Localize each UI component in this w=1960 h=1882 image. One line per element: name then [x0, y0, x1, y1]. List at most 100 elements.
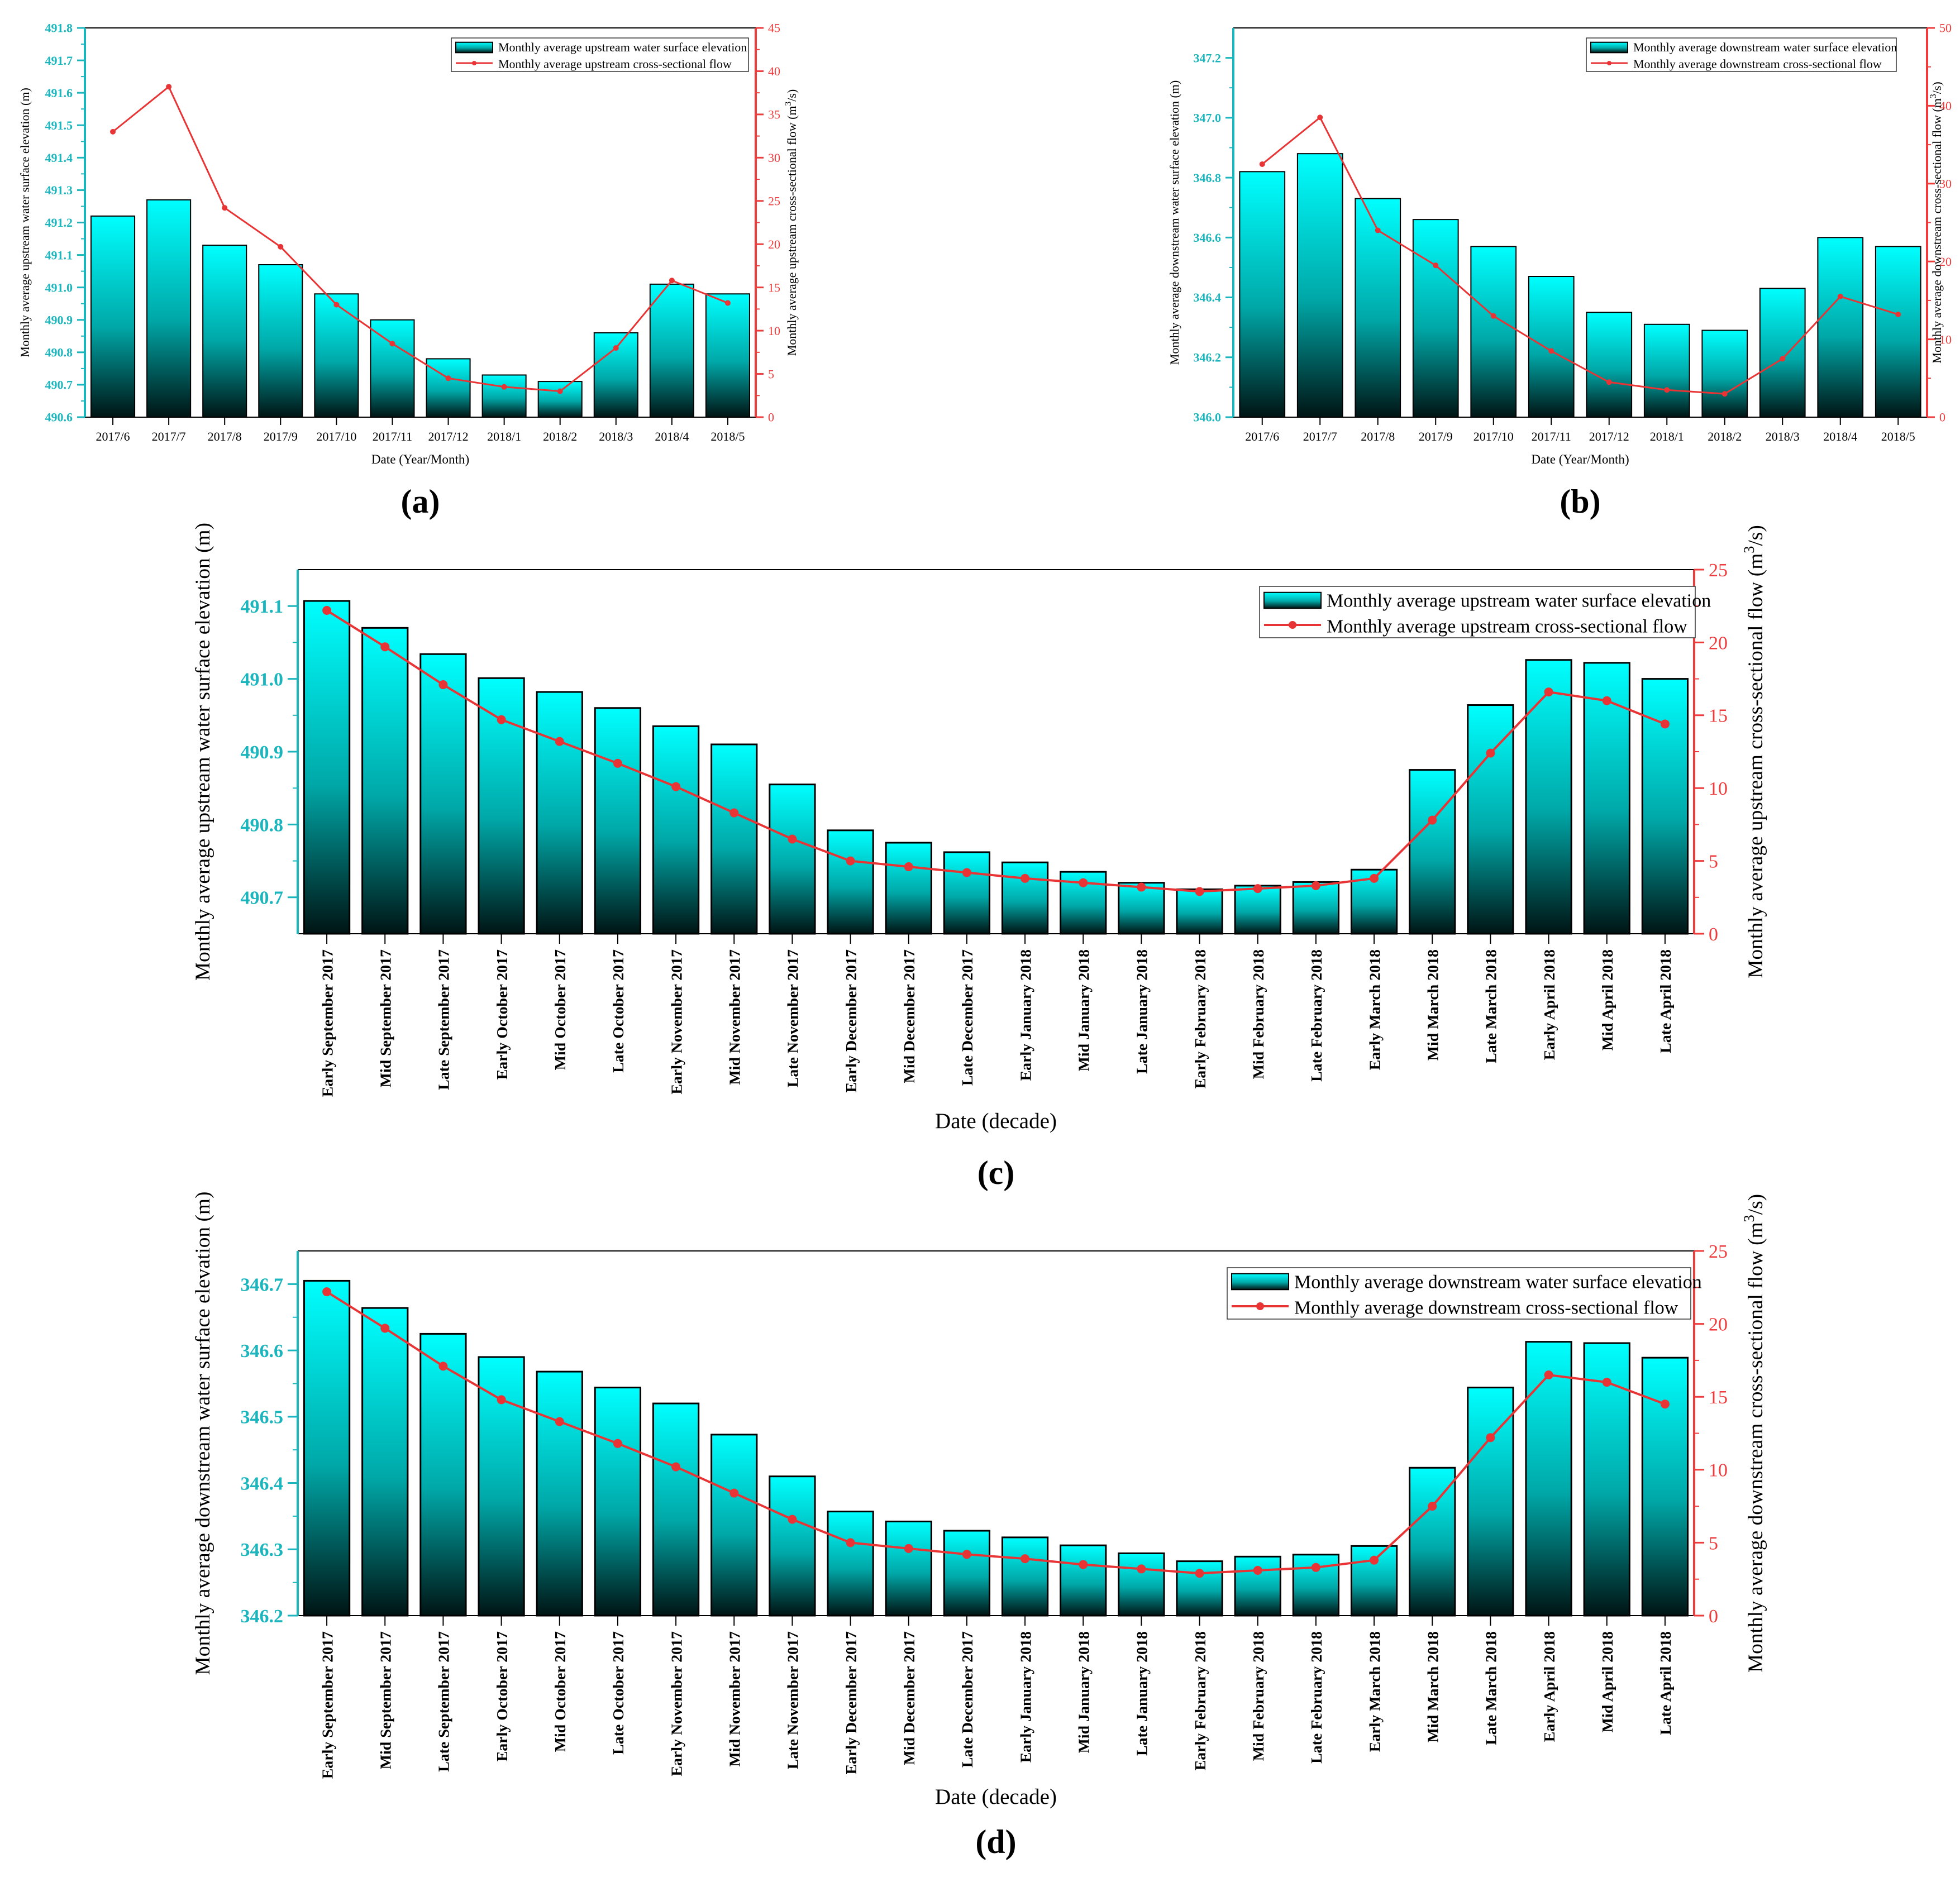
- legend-line-marker: [472, 61, 476, 65]
- legend-line-marker: [1607, 61, 1611, 65]
- bar: [1296, 153, 1343, 418]
- y-tick-label: 490.9: [241, 742, 284, 763]
- x-tick-label: 2018/4: [1823, 429, 1857, 443]
- x-tick-label: 2017/12: [1589, 429, 1629, 443]
- y2-tick-label: 10: [1709, 778, 1728, 799]
- chart-panel-c: 490.7 490.8 490.9 491.0 491.1 0 5 10 15 20 25 Early…: [192, 523, 1767, 1191]
- x-tick-label: Late September 2017: [436, 949, 453, 1090]
- y2-tick-label: 30: [1939, 177, 1952, 191]
- y-tick-label: 346.4: [1194, 290, 1222, 304]
- legend-line-label: Monthly average downstream cross-section…: [1294, 1298, 1678, 1319]
- y-tick-label: 490.6: [45, 410, 73, 424]
- bar: [370, 319, 415, 418]
- y-tick-label: 346.6: [1194, 231, 1222, 245]
- y-tick-label: 491.0: [45, 280, 73, 294]
- bar: [419, 1332, 467, 1617]
- x-tick-label: 2017/9: [264, 429, 298, 443]
- x-tick-label: Mid September 2017: [377, 949, 394, 1087]
- y-tick-label: 346.7: [241, 1274, 284, 1295]
- x-tick-label: 2017/8: [208, 429, 242, 443]
- x-tick-label: Late April 2018: [1657, 1631, 1675, 1735]
- flow-point: [729, 808, 739, 818]
- flow-point: [729, 1488, 739, 1498]
- flow-point: [1660, 1399, 1670, 1409]
- y-tick-label: 346.6: [241, 1341, 284, 1362]
- bar: [426, 358, 471, 418]
- x-tick-label: 2017/7: [152, 429, 186, 443]
- y-axis-label: Monthly average downstream water surface…: [192, 1192, 214, 1675]
- bar: [303, 600, 351, 935]
- x-tick-label: Early January 2018: [1017, 949, 1034, 1081]
- bar: [419, 653, 467, 935]
- flow-point: [1137, 1564, 1146, 1574]
- y-tick-label: 491.1: [241, 596, 284, 617]
- x-tick-label: Early April 2018: [1541, 1631, 1558, 1742]
- flow-point: [557, 388, 563, 394]
- bar: [943, 1530, 991, 1617]
- bar: [536, 1370, 583, 1617]
- y2-axis-label: Monthly average downstream cross-section…: [1741, 1194, 1767, 1673]
- flow-point: [1311, 881, 1320, 890]
- y-tick-label: 491.3: [45, 183, 73, 197]
- flow-point: [1780, 356, 1786, 362]
- x-axis-label: Date (decade): [935, 1785, 1057, 1809]
- y-tick-label: 347.0: [1194, 111, 1222, 125]
- flow-point: [788, 1515, 797, 1524]
- flow-point: [389, 341, 395, 347]
- x-tick-label: Mid April 2018: [1599, 949, 1616, 1050]
- y-tick-label: 346.5: [241, 1407, 284, 1428]
- bar: [885, 842, 932, 935]
- bar: [1817, 237, 1864, 418]
- x-tick-label: Mid October 2017: [552, 1631, 569, 1752]
- x-axis-label: Date (decade): [935, 1109, 1057, 1133]
- flow-point: [445, 375, 451, 381]
- x-tick-label: Late November 2017: [785, 949, 802, 1087]
- y-tick-label: 346.0: [1194, 410, 1222, 424]
- bar: [594, 707, 642, 935]
- legend-line-marker: [1256, 1302, 1264, 1310]
- flow-point: [1311, 1563, 1320, 1572]
- x-tick-label: 2017/12: [428, 429, 468, 443]
- x-tick-label: 2017/11: [1532, 429, 1571, 443]
- bar: [594, 1387, 642, 1617]
- flow-point: [501, 384, 507, 390]
- x-tick-label: 2017/10: [1473, 429, 1514, 443]
- x-tick-label: Mid December 2017: [901, 949, 918, 1083]
- y-tick-label: 347.2: [1194, 51, 1222, 65]
- y-tick-label: 491.8: [45, 21, 73, 35]
- flow-point: [1486, 748, 1495, 758]
- x-tick-label: Mid December 2017: [901, 1631, 918, 1765]
- flow-point: [1253, 884, 1262, 894]
- y-tick-label: 490.8: [45, 346, 73, 360]
- x-tick-label: Mid January 2018: [1075, 949, 1093, 1071]
- flow-point: [1079, 1560, 1088, 1569]
- flow-point: [1544, 1370, 1553, 1380]
- y2-tick-label: 20: [768, 237, 780, 251]
- flow-point: [1664, 387, 1670, 393]
- bar: [769, 1475, 816, 1617]
- flow-point: [555, 737, 564, 746]
- flow-point: [1020, 1554, 1030, 1564]
- flow-point: [613, 758, 622, 768]
- bar: [361, 627, 409, 935]
- flow-point: [1660, 719, 1670, 729]
- bar: [1643, 323, 1690, 418]
- x-tick-label: Early November 2017: [668, 1631, 685, 1776]
- y-tick-label: 490.8: [241, 815, 284, 835]
- legend-bar-swatch: [1590, 41, 1628, 54]
- x-tick-label: Early April 2018: [1541, 949, 1558, 1060]
- flow-point: [1079, 878, 1088, 887]
- bar: [1467, 1387, 1514, 1617]
- legend: Monthly average upstream water surface e…: [1259, 586, 1711, 638]
- flow-point: [1195, 1569, 1204, 1578]
- legend: Monthly average downstream water surface…: [1227, 1267, 1702, 1320]
- legend-bar-label: Monthly average upstream water surface e…: [498, 40, 747, 54]
- legend-line-label: Monthly average upstream cross-sectional…: [498, 57, 732, 71]
- bar: [1176, 888, 1223, 935]
- flow-point: [904, 1544, 913, 1553]
- x-tick-label: 2018/5: [710, 429, 745, 443]
- x-tick-label: Late January 2018: [1134, 949, 1151, 1074]
- x-tick-label: Late October 2017: [610, 1631, 627, 1755]
- flow-point: [438, 680, 448, 690]
- bar: [314, 293, 359, 418]
